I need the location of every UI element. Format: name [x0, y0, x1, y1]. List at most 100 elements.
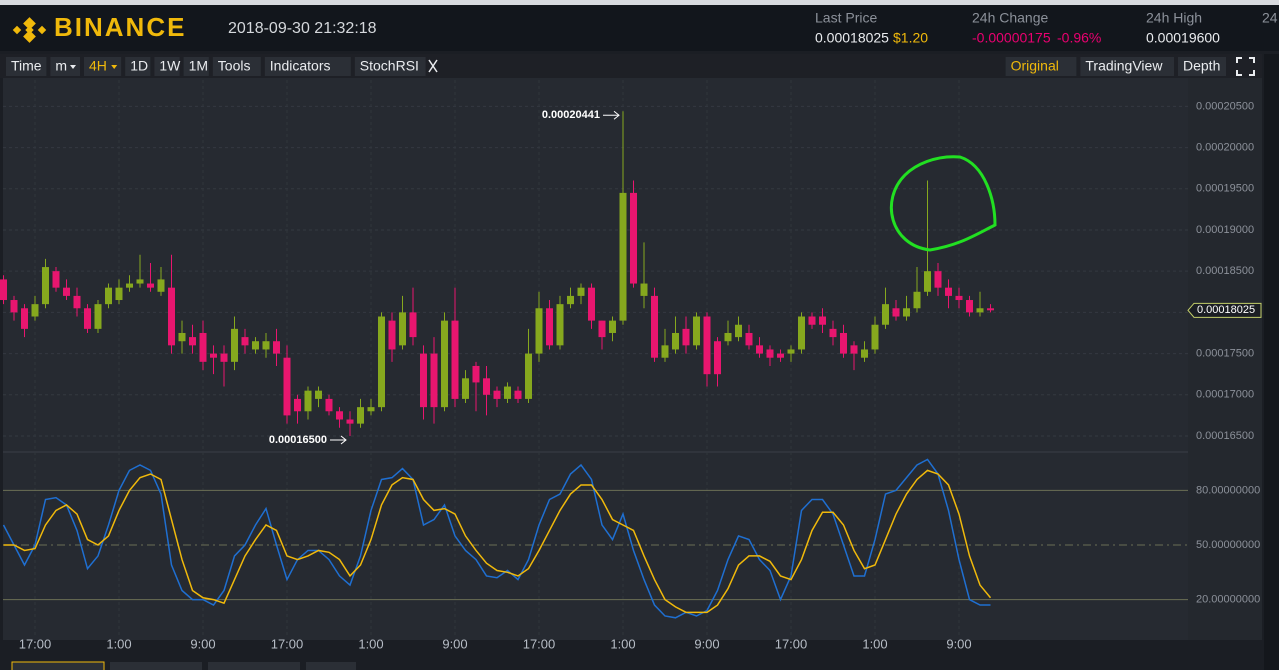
x-tick-label: 1:00	[610, 636, 635, 651]
last-price-tag	[1187, 302, 1262, 318]
candle-body	[31, 304, 39, 317]
candle-body	[924, 271, 931, 292]
timestamp: 2018-09-30 21:32:18	[228, 20, 377, 37]
candle-body	[630, 192, 637, 284]
candle-body	[0, 279, 7, 301]
candle-body	[483, 378, 490, 395]
candle-body	[294, 398, 301, 412]
toolbar-button[interactable]	[1178, 57, 1226, 76]
candle-body	[430, 353, 438, 408]
candle-body	[819, 316, 826, 325]
price-axis	[1188, 78, 1262, 640]
candle-body	[388, 320, 396, 350]
candle-body	[325, 398, 333, 412]
toolbar-button[interactable]	[354, 57, 426, 76]
candle-body	[577, 287, 585, 296]
x-tick-label: 9:00	[946, 636, 971, 651]
candle-body	[504, 386, 511, 399]
stat-value: 0.00018025	[815, 30, 889, 46]
candle-body	[598, 320, 606, 338]
toolbar-button[interactable]	[6, 57, 47, 76]
stat-value: 0.00019600	[1146, 30, 1220, 46]
candle-body	[42, 267, 49, 305]
y-tick-label: 0.00018500	[1196, 265, 1254, 277]
toolbar-label: 1M	[189, 58, 208, 74]
candle-body	[661, 345, 669, 358]
toolbar-button[interactable]	[154, 57, 180, 76]
toolbar-button[interactable]	[212, 57, 261, 76]
candle-body	[147, 283, 154, 288]
toolbar-button[interactable]	[183, 57, 209, 76]
indicator-line	[2, 458, 991, 619]
candle-body	[693, 316, 700, 346]
candle-body	[703, 316, 711, 375]
annotation-label: 0.00020441	[542, 109, 600, 121]
candle-body	[262, 341, 270, 350]
candle-body	[105, 287, 112, 305]
candle-body	[672, 332, 679, 350]
toolbar-label: Tools	[218, 58, 251, 74]
toolbar-label: m	[55, 58, 67, 74]
candle-body	[871, 324, 879, 350]
candle-body	[934, 271, 942, 288]
candle-body	[609, 320, 616, 333]
toolbar-label: Indicators	[270, 58, 331, 74]
y-tick-label: 0.00019500	[1196, 183, 1254, 195]
candle-body	[798, 316, 805, 350]
candle-body	[987, 308, 994, 311]
toolbar-button[interactable]	[1080, 57, 1174, 76]
stat-label: 24h High	[1146, 10, 1202, 26]
stat-extra: $1.20	[893, 30, 928, 46]
toolbar-button[interactable]	[50, 57, 80, 76]
candle-body	[346, 419, 354, 424]
candle-body	[882, 304, 889, 325]
candle-body	[493, 390, 501, 399]
candle-body	[588, 287, 595, 321]
candle-body	[210, 353, 217, 358]
toolbar-label: Depth	[1183, 58, 1220, 74]
candle-body	[168, 287, 175, 346]
toolbar-label: StochRSI	[360, 58, 419, 74]
candle-body	[273, 341, 280, 354]
tab[interactable]	[110, 662, 202, 670]
x-tick-label: 17:00	[19, 636, 52, 651]
x-tick-label: 1:00	[862, 636, 887, 651]
candle-body	[808, 316, 816, 325]
y-tick-label: 0.00019000	[1196, 224, 1254, 236]
brand[interactable]: BINANCE	[54, 12, 186, 42]
header-bar	[0, 5, 1279, 51]
arrow-head	[340, 435, 347, 445]
candle-body	[966, 300, 973, 313]
hand-circle	[889, 155, 997, 252]
candle-body	[115, 287, 123, 301]
fullscreen-icon[interactable]	[1236, 57, 1255, 76]
candle-body	[546, 308, 553, 346]
y-tick-label: 20.00000000	[1196, 594, 1260, 606]
close-indicator[interactable]	[428, 59, 438, 73]
toolbar-label: 4H	[89, 58, 107, 74]
toolbar-label: Time	[11, 58, 42, 74]
tab[interactable]	[11, 661, 105, 670]
candle-body	[10, 300, 18, 313]
annotation-label: 0.00016500	[269, 434, 327, 446]
side-panel	[1264, 54, 1279, 670]
candle-body	[252, 341, 259, 350]
y-tick-label: 0.00017500	[1196, 347, 1254, 359]
tab[interactable]	[208, 662, 300, 670]
x-tick-label: 9:00	[190, 636, 215, 651]
toolbar-button[interactable]	[264, 57, 351, 76]
candle-body	[367, 407, 375, 412]
candle-body	[766, 349, 774, 358]
stat-extra: -0.96%	[1057, 30, 1101, 46]
toolbar-button[interactable]	[1005, 57, 1077, 76]
toolbar-button[interactable]	[84, 57, 122, 76]
candle-body	[157, 279, 165, 292]
candle-body	[640, 283, 648, 296]
tab[interactable]	[306, 662, 356, 670]
candle-body	[84, 308, 91, 329]
candle-body	[315, 390, 322, 399]
toolbar-button[interactable]	[125, 57, 151, 76]
candle-body	[777, 353, 784, 358]
logo	[12, 17, 47, 43]
